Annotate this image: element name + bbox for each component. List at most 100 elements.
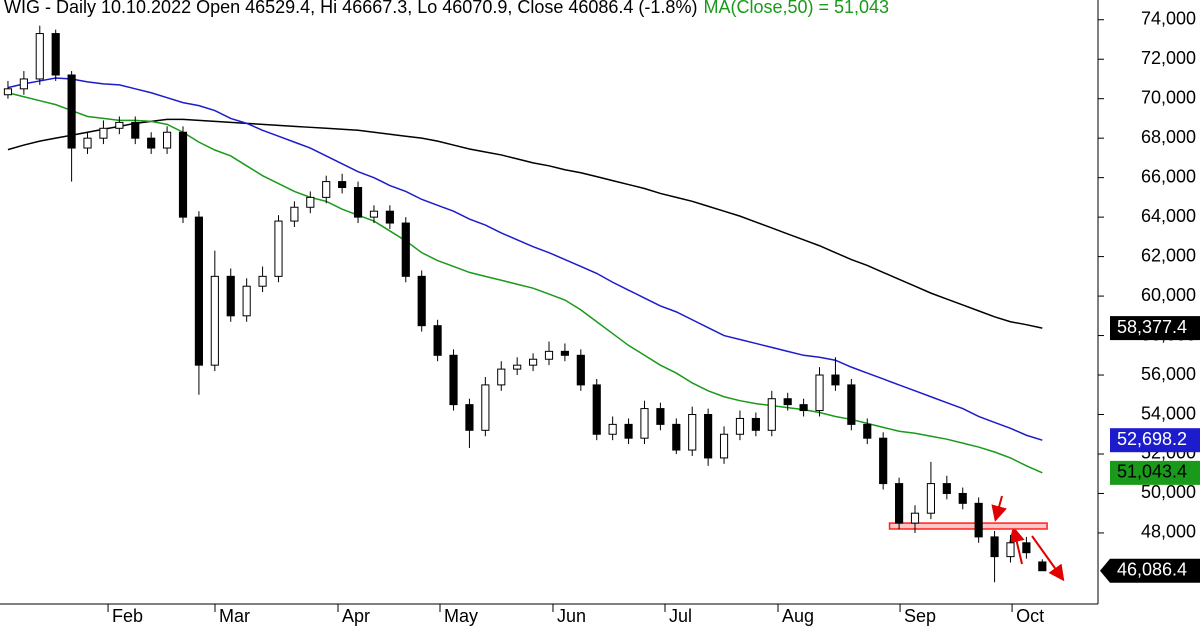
y-tick-label: 70,000 [1141,87,1196,107]
annotation-arrow [1008,526,1025,565]
candle-body [1038,561,1047,572]
candle-body [242,285,251,317]
last-value-label: 58,377.4 [1117,317,1187,337]
candle-body [19,78,28,90]
candle-body [926,483,935,514]
last-price-box [1100,558,1200,583]
x-tick-label: Sep [904,606,936,626]
x-tick-label: Feb [112,606,143,626]
candle-body [990,536,999,558]
candle-body [640,408,649,439]
candle-body [592,384,601,435]
candle-body [306,196,315,208]
candle-body [67,74,76,149]
candle-body [799,404,808,412]
candle-body [274,220,283,277]
candle-body [369,210,379,218]
ma-line [7,92,1043,474]
last-value-box [1110,428,1200,453]
candle-body [497,368,506,386]
x-tick-label: Mar [219,606,250,626]
y-tick-label: 56,000 [1141,364,1196,384]
candle-body [895,483,904,524]
annotation-arrow [1031,535,1065,582]
annotation-arrow [991,495,1007,522]
y-tick-label: 74,000 [1141,8,1196,28]
candle-body [115,121,124,129]
y-tick-label: 62,000 [1141,245,1196,265]
candle-body [322,181,331,198]
candle-body [910,512,920,524]
candle-body [481,384,490,431]
candle-body [656,408,665,425]
candle-body [624,423,633,439]
last-value-box [1110,316,1200,341]
candle-body [672,423,681,451]
candle-body [99,127,108,139]
y-tick-label: 48,000 [1141,522,1196,542]
ma-line [7,118,1043,329]
last-price-label: 46,086.4 [1117,559,1187,579]
candle-body [353,187,363,218]
candle-body [290,206,299,222]
candle-body [210,275,219,366]
candle-body [226,275,235,317]
candle-body [338,181,347,189]
x-tick-label: May [444,606,478,626]
candle-body [417,275,426,327]
candle-body [688,414,697,451]
candle-body [147,137,156,149]
candle-body [3,88,13,96]
y-tick-label: 50,000 [1141,482,1196,502]
candle-body [974,502,983,538]
candle-body [385,210,394,224]
x-tick-label: Aug [782,606,814,626]
y-tick-label: 68,000 [1141,127,1196,147]
x-tick-label: Jul [669,606,692,626]
y-tick-label: 72,000 [1141,48,1196,68]
candle-body [163,131,172,149]
candle-body [735,417,745,435]
zone [888,522,1048,530]
candle-body [513,364,522,370]
candle-body [783,398,792,406]
candle-body [35,33,44,80]
last-value-box [1110,460,1200,485]
candle-body [465,404,474,431]
candle-body [51,33,60,76]
candle-body [847,384,856,425]
last-value-label: 51,043.4 [1117,462,1187,482]
candle-body [879,437,888,485]
candle-body [1006,542,1015,558]
candle-body [576,354,585,386]
candle-body [719,433,729,459]
x-tick-label: Apr [342,606,370,626]
candle-body [401,222,410,277]
candle-body [1022,542,1031,554]
chart-title: WIG - Daily 10.10.2022 Open 46529.4, Hi … [4,0,697,17]
candle-body [608,423,617,435]
candle-body [258,275,267,287]
candle-body [194,216,203,366]
candle-body [433,325,442,356]
candle-body [831,374,840,386]
y-tick-label: 54,000 [1141,403,1196,423]
candle-body [942,483,951,494]
candle-body [704,414,713,459]
candle-body [863,423,872,439]
candle-body [767,398,776,431]
ma-line [7,77,1043,441]
candle-body [751,417,760,431]
y-tick-label: 64,000 [1141,206,1196,226]
y-tick-label: 66,000 [1141,166,1196,186]
candle-body [131,121,140,139]
x-tick-label: Oct [1016,606,1044,626]
candle-body [529,358,538,366]
ma-legend: MA(Close,50) = 51,043 [703,0,889,17]
candle-body [815,374,824,412]
x-tick-label: Jun [557,606,586,626]
y-tick-label: 60,000 [1141,285,1196,305]
candle-body [449,354,458,406]
candle-body [178,131,188,218]
